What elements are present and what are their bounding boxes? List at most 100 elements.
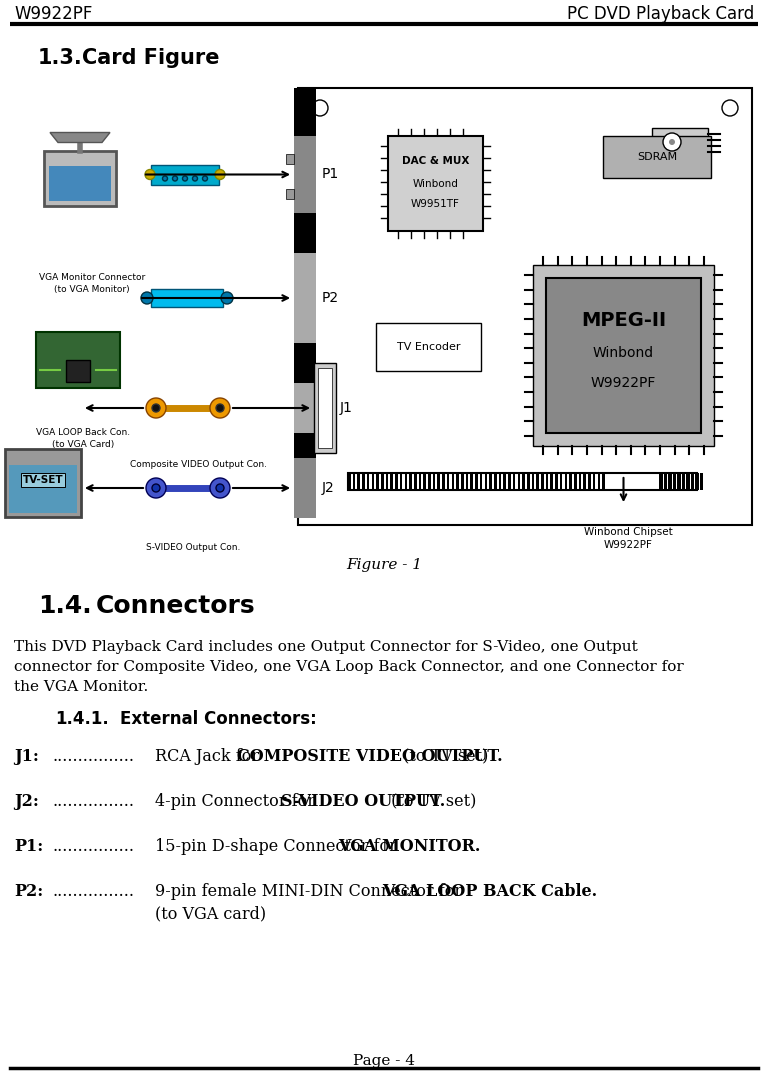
Bar (294, 458, 316, 518)
Text: VGA LOOP Back Con.: VGA LOOP Back Con. (36, 428, 130, 437)
Text: MPEG-II: MPEG-II (581, 311, 666, 329)
Bar (691, 473, 694, 490)
Bar (432, 473, 435, 490)
Bar (588, 473, 591, 490)
Bar (318, 368, 332, 448)
Bar (546, 278, 701, 433)
Bar (388, 136, 483, 231)
Bar (700, 473, 703, 490)
Bar (603, 136, 711, 178)
Bar (414, 473, 416, 490)
Bar (5, 449, 81, 517)
Bar (294, 88, 316, 510)
Bar (49, 166, 111, 201)
Bar (480, 473, 482, 490)
Text: (to TV set): (to TV set) (386, 794, 476, 810)
Circle shape (210, 398, 230, 417)
Text: (to VGA card): (to VGA card) (155, 905, 266, 922)
Circle shape (141, 292, 153, 304)
Text: TV Encoder: TV Encoder (397, 342, 460, 352)
Bar (452, 473, 454, 490)
Circle shape (722, 100, 738, 116)
Text: P1: P1 (322, 168, 339, 182)
Bar (659, 473, 663, 490)
Bar (485, 473, 487, 490)
Bar (151, 165, 219, 184)
Bar (503, 473, 506, 490)
Circle shape (173, 175, 177, 181)
Text: PC DVD Playback Card: PC DVD Playback Card (567, 5, 754, 23)
Circle shape (183, 175, 187, 181)
Text: VGA MONITOR.: VGA MONITOR. (338, 838, 480, 855)
Bar (664, 473, 667, 490)
Text: Composite VIDEO Output Con.: Composite VIDEO Output Con. (130, 460, 266, 469)
Bar (286, 189, 294, 199)
Text: ................: ................ (52, 883, 134, 900)
Bar (357, 473, 360, 490)
Text: 9-pin female MINI-DIN Connector for: 9-pin female MINI-DIN Connector for (155, 883, 467, 900)
Text: Page - 4: Page - 4 (353, 1054, 415, 1068)
Text: TV-SET: TV-SET (23, 475, 63, 485)
Bar (569, 473, 572, 490)
Bar (533, 265, 714, 446)
Bar (668, 473, 671, 490)
Bar (428, 473, 431, 490)
Bar (294, 383, 316, 433)
Text: J1:: J1: (14, 748, 39, 765)
Bar (381, 473, 383, 490)
Bar (551, 473, 553, 490)
Bar (677, 473, 680, 490)
Text: RCA Jack for: RCA Jack for (155, 748, 264, 765)
Bar (518, 473, 520, 490)
Bar (348, 473, 697, 490)
Text: the VGA Monitor.: the VGA Monitor. (14, 680, 148, 694)
Bar (564, 473, 568, 490)
Bar (44, 150, 116, 206)
Circle shape (312, 100, 328, 116)
Bar (687, 473, 690, 490)
Bar (438, 473, 440, 490)
Circle shape (216, 484, 224, 492)
Text: Figure - 1: Figure - 1 (346, 558, 422, 572)
Bar (527, 473, 529, 490)
Bar (579, 473, 581, 490)
Text: 15-pin D-shape Connector for: 15-pin D-shape Connector for (155, 838, 402, 855)
Bar (546, 473, 548, 490)
Text: connector for Composite Video, one VGA Loop Back Connector, and one Connector fo: connector for Composite Video, one VGA L… (14, 661, 684, 674)
Bar (348, 473, 350, 490)
Text: Winbond: Winbond (412, 179, 458, 189)
Bar (522, 473, 525, 490)
Circle shape (663, 133, 681, 152)
Text: J1: J1 (340, 401, 353, 415)
Text: External Connectors:: External Connectors: (120, 710, 316, 728)
Circle shape (163, 175, 167, 181)
Text: P1:: P1: (14, 838, 43, 855)
Bar (541, 473, 544, 490)
Bar (598, 473, 600, 490)
Bar (602, 473, 605, 490)
Text: ................: ................ (52, 794, 134, 810)
Bar (475, 473, 478, 490)
Bar (555, 473, 558, 490)
Circle shape (152, 404, 160, 412)
Text: Winbond Chipset: Winbond Chipset (584, 526, 673, 537)
Bar (36, 332, 120, 388)
Text: VGA Monitor Connector: VGA Monitor Connector (39, 272, 145, 282)
Circle shape (216, 404, 224, 412)
Text: This DVD Playback Card includes one Output Connector for S-Video, one Output: This DVD Playback Card includes one Outp… (14, 640, 637, 654)
Bar (419, 473, 421, 490)
Bar (531, 473, 535, 490)
Circle shape (146, 398, 166, 417)
Bar (471, 473, 473, 490)
Bar (673, 473, 676, 490)
Bar (409, 473, 412, 490)
Text: J2: J2 (322, 481, 335, 495)
Bar (695, 473, 699, 490)
Circle shape (152, 484, 160, 492)
Text: 1.4.1.: 1.4.1. (55, 710, 109, 728)
Text: J2:: J2: (14, 794, 39, 810)
Circle shape (215, 170, 225, 180)
Text: Card Figure: Card Figure (82, 48, 220, 68)
Bar (682, 473, 685, 490)
Bar (508, 473, 511, 490)
